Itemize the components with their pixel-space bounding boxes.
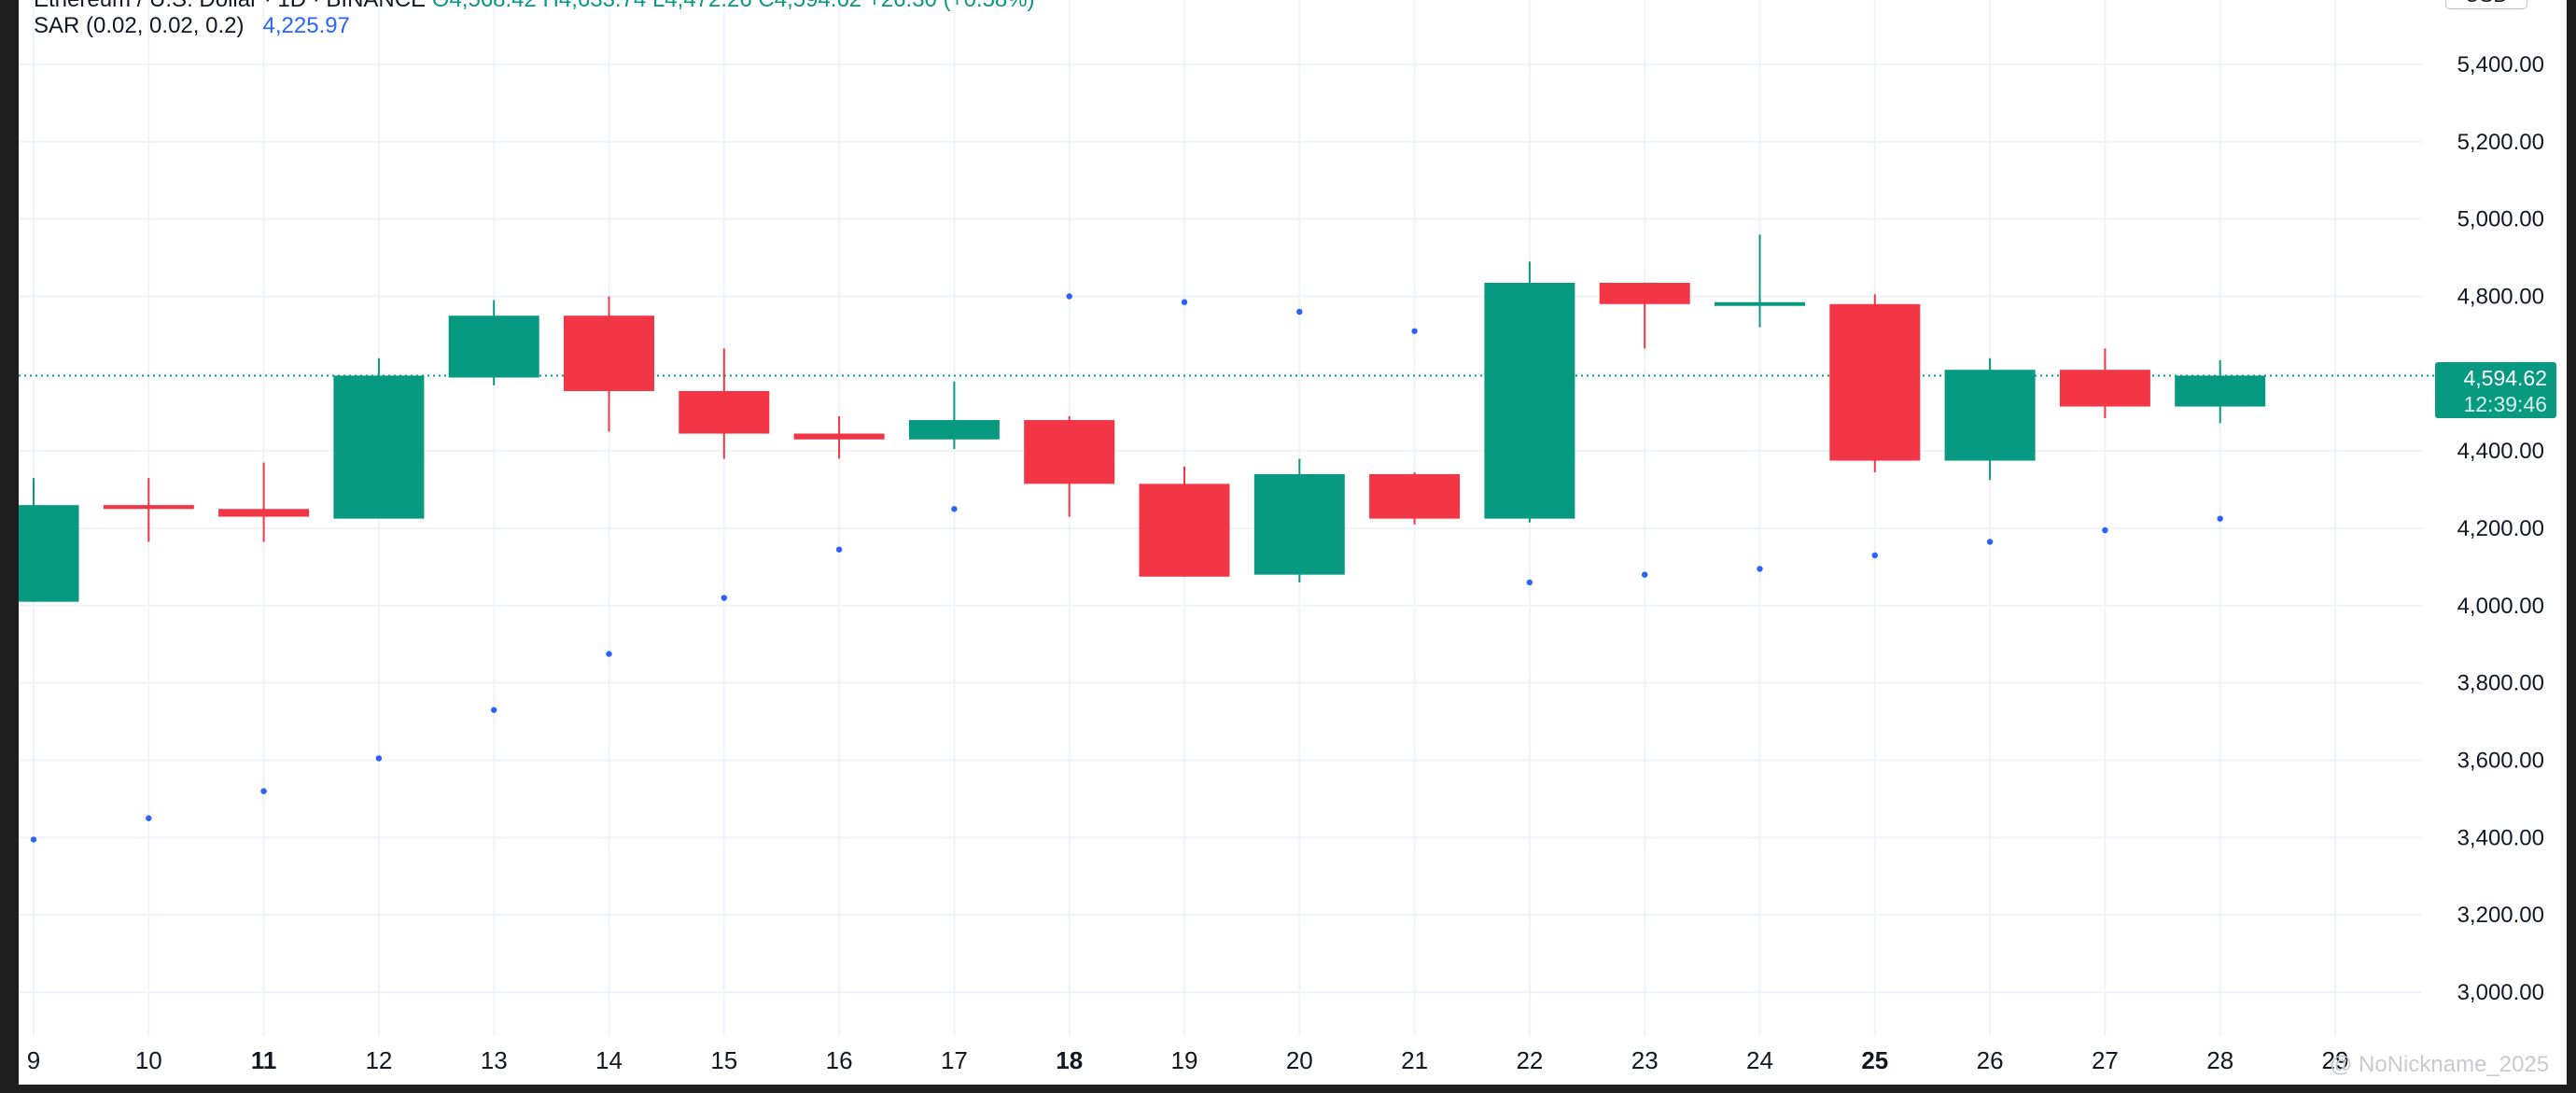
x-axis-tick-label: 14 [595,1046,623,1074]
candle-body [1139,483,1230,577]
candle-body [333,375,425,519]
y-axis-tick-label: 4,200.00 [2457,516,2544,541]
sar-point [1871,552,1879,559]
sar-point [1642,571,1648,578]
candle-body [218,509,310,517]
x-axis-tick-label: 16 [826,1046,853,1074]
symbol-legend[interactable]: Ethereum / U.S. Dollar · 1D · BINANCE O4… [34,0,1035,13]
candle-body [1024,420,1115,484]
current-price-value: 4,594.62 [2463,366,2547,390]
x-axis-tick-label: 11 [251,1046,277,1074]
sar-point [30,836,37,843]
sar-point [260,788,267,794]
sar-point [606,651,612,657]
y-axis-tick-label: 5,400.00 [2457,52,2544,77]
candle-body [103,505,194,510]
ohlc-values: O4,568.42 H4,633.74 L4,472.26 C4,594.62 … [432,0,1035,12]
x-axis-tick-label: 19 [1171,1046,1198,1074]
x-axis-tick-label: 9 [27,1046,40,1074]
candle-body [1253,474,1345,575]
sar-indicator-value: 4,225.97 [262,13,350,38]
sar-point [951,506,958,512]
sar-point [375,755,383,762]
y-axis-tick-label: 5,000.00 [2457,207,2544,232]
candle-body [2059,370,2150,407]
sar-point [146,815,152,821]
sar-point [491,707,497,713]
candle-body [793,433,885,440]
sar-point [1757,566,1763,572]
candle-body [564,315,654,391]
x-axis-tick-label: 20 [1286,1046,1313,1074]
x-axis-tick-label: 12 [365,1046,392,1074]
x-axis-tick-label: 21 [1401,1046,1428,1074]
y-axis-tick-label: 5,200.00 [2457,130,2544,155]
sar-point [1181,299,1188,305]
y-axis-tick-label: 4,800.00 [2457,285,2544,310]
candle-body [1944,370,2036,461]
current-price-badge: 4,594.62 12:39:46 [2435,362,2556,418]
candle-body [1829,303,1921,461]
sar-point [1066,293,1072,300]
author-watermark: @ NoNickname_2025 [2330,1052,2550,1077]
symbol-name: Ethereum / U.S. Dollar · 1D · BINANCE [34,0,426,12]
candle-body [1715,301,1805,306]
currency-selector[interactable]: USD [2445,0,2527,9]
x-axis-tick-label: 13 [481,1046,508,1074]
candle-body [679,390,770,434]
x-axis-tick-label: 15 [710,1046,737,1074]
candlestick-chart[interactable]: 3,000.00 3,200.00 3,400.00 3,600.00 3,800.00… [19,0,2567,1085]
y-axis-tick-label: 3,400.00 [2457,825,2544,850]
candle-body [19,505,79,602]
x-axis-tick-label: 10 [135,1046,162,1074]
x-axis-tick-label: 26 [1977,1046,2004,1074]
sar-point [1986,539,1994,545]
sar-indicator-label: SAR (0.02, 0.02, 0.2) [34,13,245,38]
candle-body [1599,283,1690,304]
chart-frame: 3,000.00 3,200.00 3,400.00 3,600.00 3,800.00… [19,0,2567,1085]
sar-point [2102,526,2108,534]
sar-point [835,546,843,553]
y-axis-tick-label: 4,400.00 [2457,439,2544,464]
x-axis-tick-label: 22 [1516,1046,1543,1074]
candle-body [1369,474,1461,519]
sar-point [1411,328,1418,334]
x-axis-tick-label: 25 [1861,1046,1888,1074]
sar-point [1526,579,1533,586]
sar-point [2217,515,2223,522]
sar-point [721,595,727,601]
candle-body [1484,283,1575,519]
candle-body [448,315,539,378]
y-axis-tick-label: 4,000.00 [2457,594,2544,619]
sar-legend[interactable]: SAR (0.02, 0.02, 0.2) 4,225.97 [34,13,350,39]
x-axis-tick-label: 28 [2206,1046,2233,1074]
x-axis-tick-label: 23 [1631,1046,1659,1074]
y-axis-tick-label: 3,800.00 [2457,671,2544,696]
x-axis-tick-label: 17 [941,1046,968,1074]
sar-point [1296,308,1303,315]
x-axis-tick-label: 18 [1056,1046,1083,1074]
y-axis-tick-label: 3,600.00 [2457,749,2544,774]
x-axis-tick-label: 24 [1746,1046,1773,1074]
x-axis-tick-label: 27 [2092,1046,2119,1074]
candle-countdown: 12:39:46 [2463,392,2547,416]
y-axis-tick-label: 3,000.00 [2457,980,2544,1005]
x-axis-tick-label: 29 [2322,1046,2349,1074]
candle-body [908,420,1000,440]
candle-body [2175,375,2266,407]
y-axis-tick-label: 3,200.00 [2457,903,2544,928]
